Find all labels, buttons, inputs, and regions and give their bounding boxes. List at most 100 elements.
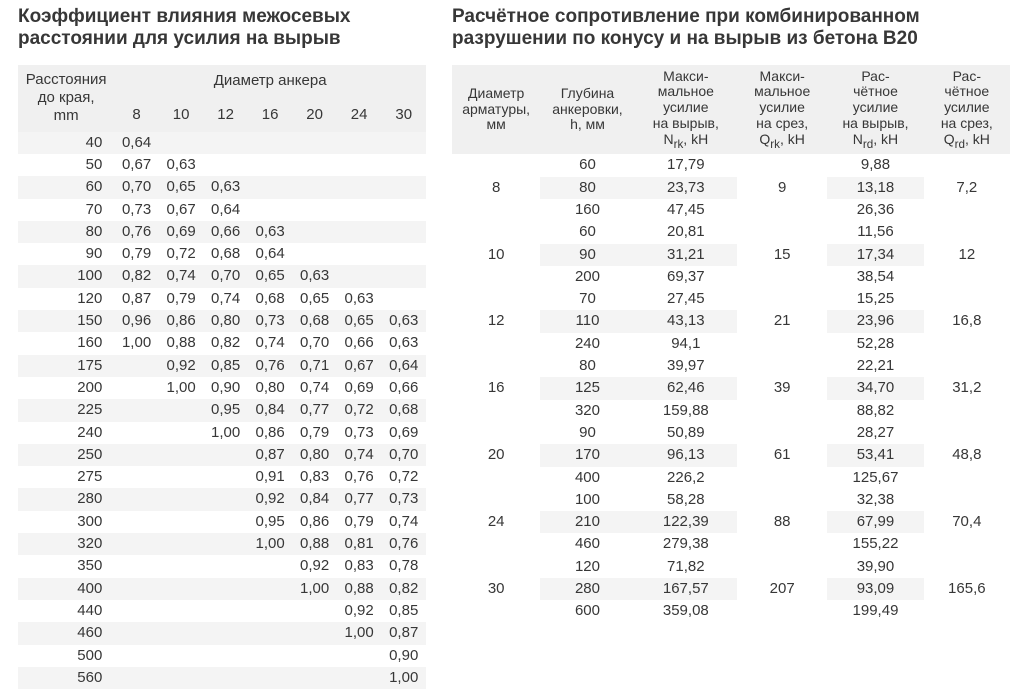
coef-cell	[203, 444, 248, 466]
coef-cell: 0,74	[248, 332, 293, 354]
coef-cell: 0,74	[381, 511, 426, 533]
coef-cell	[203, 600, 248, 622]
nrk-cell: 20,81	[635, 221, 737, 243]
coef-cell: 0,74	[159, 265, 204, 287]
coef-cell: 0,66	[337, 332, 382, 354]
edge-cell: 120	[18, 288, 114, 310]
coef-cell: 0,79	[159, 288, 204, 310]
edge-cell: 460	[18, 622, 114, 644]
coef-cell: 0,92	[159, 355, 204, 377]
nrd-cell: 26,36	[827, 199, 923, 221]
coef-cell: 0,63	[337, 288, 382, 310]
table-row: 209050,896128,2748,8	[452, 422, 1010, 444]
th-dia: 12	[203, 98, 248, 131]
th-edge: Расстояниядо края,mm	[18, 65, 114, 132]
coef-cell: 0,67	[337, 355, 382, 377]
left-panel: Коэффициент влияния межосевых расстоянии…	[18, 6, 426, 607]
coef-cell: 0,80	[248, 377, 293, 399]
coef-cell: 0,87	[248, 444, 293, 466]
nrd-cell: 39,90	[827, 556, 923, 578]
th-dia: 30	[381, 98, 426, 131]
coef-cell: 0,70	[381, 444, 426, 466]
qrk-cell: 61	[737, 422, 827, 489]
h-cell: 60	[540, 154, 634, 176]
nrd-cell: 52,28	[827, 333, 923, 355]
coef-cell: 0,68	[248, 288, 293, 310]
coef-cell: 0,76	[381, 533, 426, 555]
coef-cell	[159, 488, 204, 510]
coef-cell	[159, 645, 204, 667]
nrk-cell: 23,73	[635, 177, 737, 199]
coef-cell: 0,73	[248, 310, 293, 332]
coef-cell	[159, 399, 204, 421]
edge-cell: 250	[18, 444, 114, 466]
coef-cell: 0,85	[381, 600, 426, 622]
coef-cell	[337, 199, 382, 221]
table-row: 4601,000,87	[18, 622, 426, 644]
nrd-cell: 155,22	[827, 533, 923, 555]
coef-cell: 0,92	[337, 600, 382, 622]
qrd-cell: 7,2	[924, 154, 1010, 221]
table-row: 560 1,00	[18, 667, 426, 689]
qrd-cell: 165,6	[924, 556, 1010, 623]
edge-cell: 560	[18, 667, 114, 689]
coef-cell: 0,74	[203, 288, 248, 310]
coef-cell: 0,85	[203, 355, 248, 377]
coef-cell	[248, 645, 293, 667]
coef-cell	[248, 667, 293, 689]
nrd-cell: 9,88	[827, 154, 923, 176]
coef-cell: 0,69	[337, 377, 382, 399]
coef-cell: 0,80	[203, 310, 248, 332]
nrk-cell: 167,57	[635, 578, 737, 600]
table-row: 3201,000,880,810,76	[18, 533, 426, 555]
coef-cell: 0,91	[248, 466, 293, 488]
qrk-cell: 9	[737, 154, 827, 221]
nrd-cell: 22,21	[827, 355, 923, 377]
edge-cell: 100	[18, 265, 114, 287]
coef-cell: 0,86	[292, 511, 337, 533]
coef-cell: 0,64	[203, 199, 248, 221]
th-dia: 16	[248, 98, 293, 131]
coef-cell: 0,64	[381, 355, 426, 377]
coef-cell: 0,88	[159, 332, 204, 354]
th2: Макси-мальноеусилиена срез,Qrk, kH	[737, 65, 827, 155]
coef-cell: 0,70	[203, 265, 248, 287]
coef-cell: 0,86	[159, 310, 204, 332]
coef-cell: 0,66	[203, 221, 248, 243]
coef-cell: 0,66	[381, 377, 426, 399]
coef-cell	[159, 578, 204, 600]
nrk-cell: 50,89	[635, 422, 737, 444]
coef-cell: 1,00	[381, 667, 426, 689]
coef-cell	[292, 600, 337, 622]
coef-cell: 0,69	[159, 221, 204, 243]
coef-cell: 0,70	[114, 176, 159, 198]
table-row: 4400,920,85	[18, 600, 426, 622]
edge-cell: 50	[18, 154, 114, 176]
coef-cell: 0,77	[292, 399, 337, 421]
coef-cell: 0,87	[381, 622, 426, 644]
th-dia-group: Диаметр анкера	[114, 65, 426, 98]
table-row: 3012071,8220739,90165,6	[452, 556, 1010, 578]
th2: Рас-чётноеусилиена срез,Qrd, kH	[924, 65, 1010, 155]
nrk-cell: 71,82	[635, 556, 737, 578]
qrd-cell: 31,2	[924, 355, 1010, 422]
coef-cell: 0,65	[337, 310, 382, 332]
table-row: 86017,7999,887,2	[452, 154, 1010, 176]
coef-cell	[114, 600, 159, 622]
nrd-cell: 67,99	[827, 511, 923, 533]
coefficient-table: Расстояниядо края,mm Диаметр анкера 8 10…	[18, 65, 426, 689]
h-cell: 120	[540, 556, 634, 578]
coef-cell: 0,92	[292, 555, 337, 577]
coef-cell: 1,00	[159, 377, 204, 399]
coef-cell: 0,76	[248, 355, 293, 377]
coef-cell: 0,63	[203, 176, 248, 198]
edge-cell: 400	[18, 578, 114, 600]
th2: Диаметрарматуры,мм	[452, 65, 540, 155]
h-cell: 200	[540, 266, 634, 288]
coef-cell: 0,72	[381, 466, 426, 488]
coef-cell: 0,76	[114, 221, 159, 243]
coef-cell: 0,90	[381, 645, 426, 667]
table-row: 2401,000,860,790,730,69	[18, 422, 426, 444]
th2: Рас-чётноеусилиена вырыв,Nrd, kH	[827, 65, 923, 155]
th-dia: 10	[159, 98, 204, 131]
